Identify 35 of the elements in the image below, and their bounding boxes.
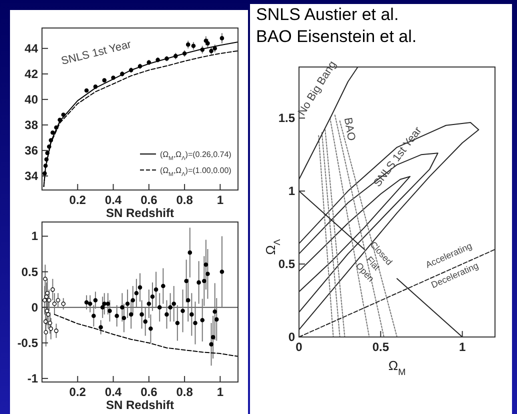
- x-tick-label: 1: [216, 385, 224, 399]
- y-tick-label: 44: [24, 41, 38, 56]
- x-tick-label: 0.2: [69, 385, 86, 399]
- y-tick-label: 38: [24, 118, 38, 132]
- chart-title: SNLS Austier et al.: [256, 5, 399, 24]
- y-tick-label: -0.5: [17, 336, 38, 350]
- y-tick-label: 1: [31, 229, 38, 244]
- y-tick-label: -1: [27, 371, 38, 386]
- x-tick-label: 0.6: [140, 193, 158, 207]
- x-axis-title: Ω$_{M}$: [388, 358, 406, 377]
- x-tick-label: 1: [216, 193, 224, 207]
- y-tick-label: 0.5: [21, 264, 38, 279]
- x-axis-title: SN Redshift: [106, 206, 174, 220]
- x-tick-label: 0.8: [176, 193, 194, 207]
- x-tick-label: 0.4: [104, 193, 122, 207]
- y-tick-label: 40: [24, 92, 38, 106]
- x-tick-label: 0.5: [372, 340, 390, 354]
- x-axis-title: SN Redshift: [106, 398, 174, 412]
- chart-subtitle: BAO Eisenstein et al.: [256, 27, 417, 46]
- x-tick-label: 0.2: [69, 193, 86, 207]
- y-tick-label: 0: [31, 300, 38, 314]
- x-tick-label: 0.8: [176, 385, 194, 399]
- x-tick-label: 1: [458, 340, 466, 354]
- y-tick-label: 0.5: [278, 257, 296, 272]
- x-tick-label: 0.4: [104, 385, 122, 399]
- x-tick-label: 0.6: [140, 385, 158, 399]
- legend-label: (Ω$_{M}$,Ω$_{Λ}$)=(1.00,0.00): [160, 166, 232, 178]
- y-tick-label: 36: [24, 143, 38, 158]
- y-tick-label: 0: [288, 330, 296, 344]
- annotation: SNLS 1st Year: [60, 38, 133, 68]
- annotation: BAO: [341, 116, 358, 142]
- legend-label: (Ω$_{M}$,Ω$_{Λ}$)=(0.26,0.74): [160, 150, 232, 162]
- y-tick-label: 42: [24, 66, 38, 81]
- y-tick-label: 1.5: [278, 111, 296, 126]
- y-tick-label: 34: [24, 168, 38, 183]
